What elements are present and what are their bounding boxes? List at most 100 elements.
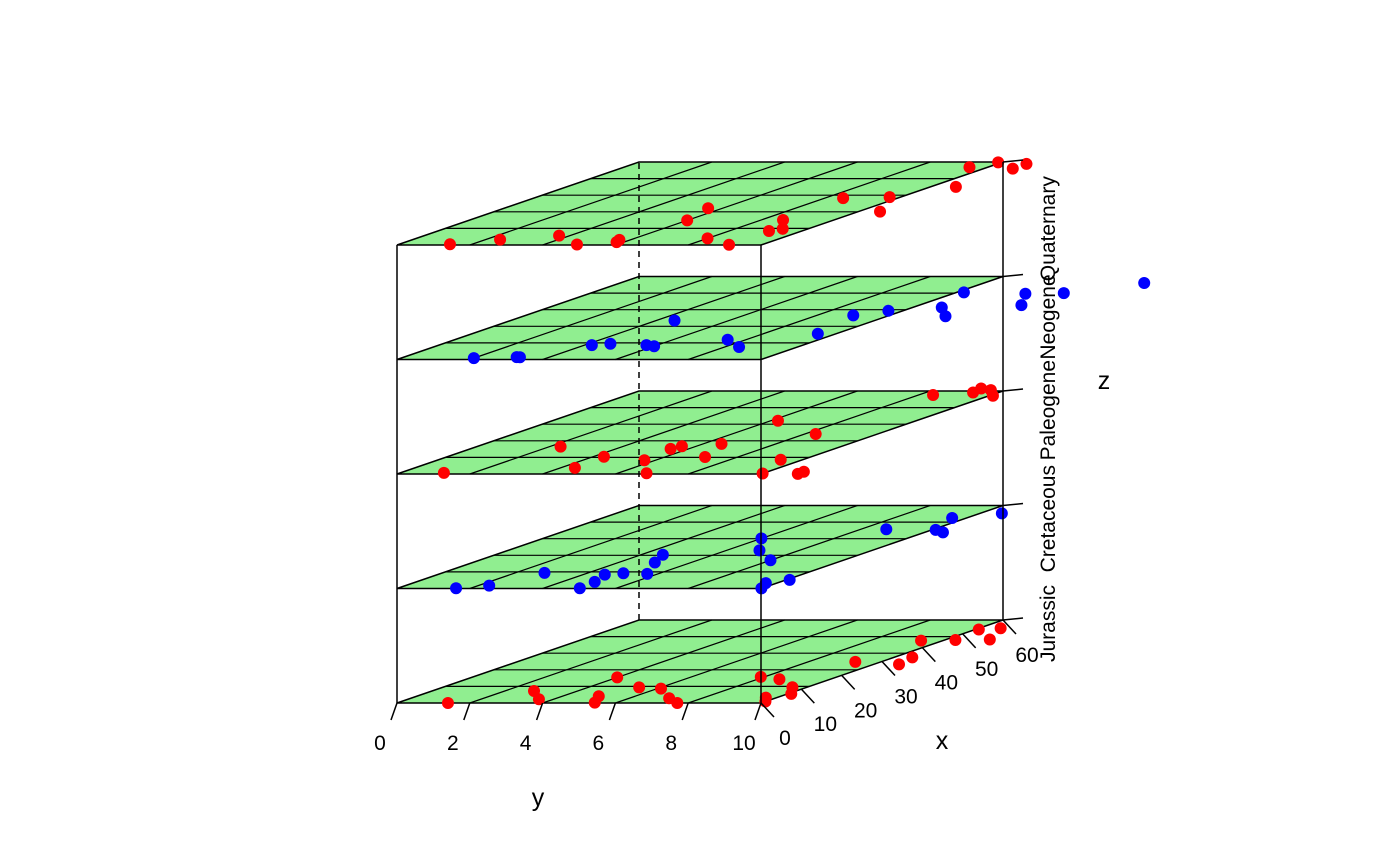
data-point (641, 567, 654, 580)
data-point (640, 467, 653, 480)
z-tick (1002, 273, 1024, 278)
y-tick (463, 702, 471, 721)
data-point (764, 554, 777, 567)
layers-group (396, 156, 1151, 709)
data-point (437, 466, 450, 479)
data-point (592, 690, 605, 703)
data-point (893, 658, 906, 671)
layer-paleogene (396, 382, 1004, 480)
x-tick (800, 688, 815, 704)
data-point (915, 634, 928, 647)
data-point (972, 623, 985, 636)
data-point (467, 352, 480, 365)
x-tick-label: 30 (894, 686, 917, 709)
data-point (882, 304, 895, 317)
grid-line-y (615, 390, 858, 475)
z-tick (1002, 617, 1024, 621)
data-point (906, 651, 919, 664)
x-tick-label: 40 (935, 672, 958, 695)
grid-line-y (542, 504, 785, 590)
y-axis-label: y (532, 784, 545, 812)
layer-quaternary (396, 156, 1033, 251)
grid-line-y (469, 161, 712, 246)
data-point (648, 556, 661, 569)
z-tick (1002, 159, 1024, 163)
data-point (588, 575, 601, 588)
data-point (613, 233, 626, 246)
data-point (929, 523, 942, 536)
layer-plane (396, 161, 1004, 246)
y-tick (681, 702, 689, 721)
data-point (664, 442, 677, 455)
x-tick (1002, 619, 1017, 635)
data-point (483, 579, 496, 592)
data-point (756, 467, 769, 480)
z-tick-label: Quaternary (1037, 176, 1060, 282)
data-point (554, 440, 567, 453)
data-point (811, 327, 824, 340)
data-point (1057, 287, 1070, 300)
z-tick (1002, 388, 1024, 392)
layer-plane (396, 504, 1004, 590)
data-point (759, 577, 772, 590)
y-tick-label: 0 (374, 732, 386, 755)
data-point (1006, 162, 1019, 175)
data-point (638, 454, 651, 467)
data-point (753, 544, 766, 557)
data-point (450, 582, 463, 595)
data-point (963, 161, 976, 174)
layer-cretaceous (396, 504, 1008, 595)
data-point (633, 681, 646, 694)
data-point (443, 238, 456, 251)
data-point (611, 671, 624, 684)
grid-line-y (469, 390, 712, 475)
data-point (723, 238, 736, 251)
data-point (949, 634, 962, 647)
data-point (797, 465, 810, 478)
data-point (585, 339, 598, 352)
x-tick-label: 60 (1015, 644, 1038, 667)
data-point (597, 450, 610, 463)
grid-line-y (688, 619, 931, 704)
x-axis-label: x (936, 727, 949, 755)
data-point (494, 233, 507, 246)
data-point (668, 314, 681, 327)
data-point (702, 202, 715, 215)
data-point (532, 693, 545, 706)
data-point (986, 389, 999, 402)
data-point (1138, 277, 1151, 290)
data-point (573, 582, 586, 595)
layer-jurassic (396, 619, 1007, 709)
data-point (598, 568, 611, 581)
data-point (675, 440, 688, 453)
grid-line-y (542, 390, 785, 475)
data-point (656, 548, 669, 561)
grid-line-y (688, 275, 931, 361)
data-point (513, 351, 526, 364)
data-point (774, 453, 787, 466)
y-tick (535, 702, 544, 721)
data-point (773, 673, 786, 686)
x-tick (841, 674, 856, 690)
z-tick-label: Neogene (1037, 274, 1060, 359)
data-point (538, 566, 551, 579)
y-tick-label: 4 (520, 732, 532, 755)
data-point (849, 655, 862, 668)
data-point (568, 461, 581, 474)
data-point (949, 180, 962, 193)
grid-line-y (469, 275, 712, 361)
data-point (570, 238, 583, 251)
x-tick (760, 702, 775, 718)
z-tick (1002, 502, 1024, 507)
data-point (733, 341, 746, 354)
data-point (957, 286, 970, 299)
grid-line-y (688, 504, 931, 590)
grid-line-y (688, 390, 931, 475)
data-point (783, 573, 796, 586)
data-point (1015, 299, 1028, 312)
data-point (617, 567, 630, 580)
data-point (809, 428, 822, 441)
data-point (553, 229, 566, 242)
data-point (671, 697, 684, 709)
